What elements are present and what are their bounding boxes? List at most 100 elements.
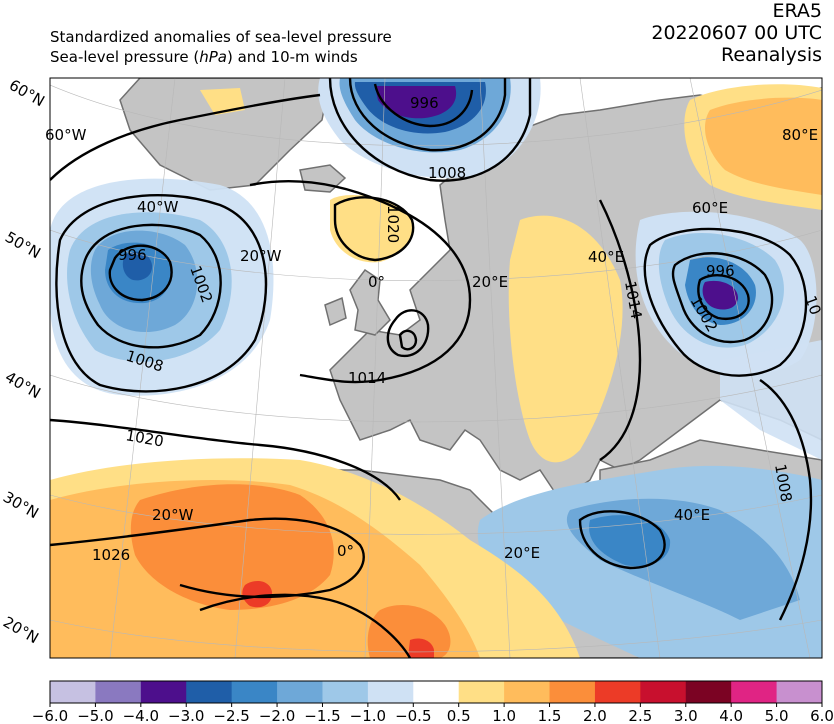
graticule-40w <box>109 78 176 658</box>
lat-label: 50°N <box>2 228 44 262</box>
colorbar-tick-label: −3.0 <box>168 707 204 724</box>
lat-label-group: 60°N 50°N 40°N 30°N 20°N <box>0 76 48 647</box>
isobar-1026-atlantic <box>50 517 365 599</box>
isobar-east-low-outer <box>643 227 808 377</box>
colorbar-swatch <box>458 681 505 703</box>
lon-label-group: 60°W 40°W 20°W 0° 20°E 40°E 60°E 80°E 20… <box>45 126 818 562</box>
lat-label: 30°N <box>0 488 42 522</box>
colorbar-swatch <box>594 681 641 703</box>
isobar-east-low-inner <box>697 274 750 321</box>
isobar-1020-north-sea <box>333 196 415 262</box>
colorbar-swatch <box>640 681 687 703</box>
colorbar-swatch <box>186 681 233 703</box>
colorbar-swatch <box>367 681 414 703</box>
isobar-layer <box>50 78 813 658</box>
colorbar-ticks: −6.0 −5.0 −4.0 −3.0 −2.5 −2.0 −1.5 −1.0 −0.5 0.5 1… <box>32 703 834 724</box>
isobar-1014-uk-inner <box>398 329 418 351</box>
colorbar-swatch <box>776 681 823 703</box>
isobar-med-low <box>578 510 666 570</box>
isobar-1014-band <box>249 180 472 384</box>
graticule-30n <box>50 494 822 535</box>
lon-label: 0° <box>368 273 385 291</box>
colorbar-tick-label: −5.0 <box>77 707 113 724</box>
colorbar-tick-label: −4.0 <box>123 707 159 724</box>
isobar-1014-uk <box>386 309 430 358</box>
isobar-north-low-inner <box>373 83 474 128</box>
map-frame-border <box>49 77 823 659</box>
anomaly-pos-subtropics-3 <box>130 484 334 610</box>
lon-label: 20°E <box>504 544 540 562</box>
colorbar-tick-label: −1.0 <box>350 707 386 724</box>
lon-label: 20°W <box>240 247 282 265</box>
lat-label: 20°N <box>0 613 42 647</box>
lat-label: 60°N <box>6 76 48 110</box>
ireland-land <box>324 296 347 327</box>
lon-label: 40°E <box>588 248 624 266</box>
colorbar-swatch <box>322 681 369 703</box>
colorbar-tick-label: −1.5 <box>304 707 340 724</box>
anomaly-neg-north-low-core <box>375 86 457 119</box>
lon-label: 60°E <box>692 199 728 217</box>
colorbar-swatch <box>413 681 460 703</box>
colorbar-tick-label: −2.0 <box>259 707 295 724</box>
colorbar-tick-label: 3.0 <box>674 707 698 724</box>
isobar-label: 996 <box>118 246 147 264</box>
uk-land <box>349 268 391 336</box>
colorbar-tick-label: 5.0 <box>765 707 789 724</box>
graticule-40e <box>579 78 661 658</box>
map-layers <box>50 78 822 658</box>
colorbar-tick-label: 6.0 <box>810 707 834 724</box>
product-label: Reanalysis <box>721 44 822 66</box>
lon-label: 20°E <box>472 273 508 291</box>
colorbar-swatch <box>231 681 278 703</box>
graticule-0 <box>364 78 386 658</box>
colorbar-tick-label: 1.5 <box>538 707 562 724</box>
isobar-west-low-outer <box>55 194 268 393</box>
colorbar-tick-label: 1.0 <box>492 707 516 724</box>
colorbar-swatch <box>50 681 96 703</box>
colorbar-tick-label: 0.5 <box>447 707 471 724</box>
isobar-label: 1014 <box>348 369 386 387</box>
lat-label: 40°N <box>2 368 44 402</box>
colorbar-swatch <box>95 681 142 703</box>
isobar-east-low-mid <box>671 252 774 344</box>
isobar-label: 10 <box>801 293 824 317</box>
anomaly-pos-east-europe <box>508 215 623 463</box>
colorbar-swatch <box>549 681 596 703</box>
isobar-1008-east <box>759 379 813 621</box>
lon-label: 40°E <box>674 506 710 524</box>
anomaly-pos-core-red <box>242 580 273 608</box>
map-subtitle-anomalies: Standardized anomalies of sea-level pres… <box>50 28 392 46</box>
colorbar <box>49 680 823 704</box>
anomaly-pos-north-sea <box>330 195 414 263</box>
colorbar-swatch <box>504 681 551 703</box>
colorbar-tick-label: 2.0 <box>583 707 607 724</box>
colorbar-swatch <box>731 681 778 703</box>
anomaly-neg-med-3 <box>589 515 671 567</box>
graticule-60n <box>50 84 822 146</box>
graticule-60e <box>689 78 811 658</box>
lon-label: 20°W <box>152 506 194 524</box>
isobar-nw-arc <box>50 93 321 181</box>
graticule-20e <box>479 78 511 658</box>
isobar-1014-east <box>598 199 642 461</box>
isobar-north-low-mid <box>348 78 507 152</box>
lon-label: 80°E <box>782 126 818 144</box>
isobar-1020-atlantic <box>50 418 401 501</box>
isobar-1026-africa <box>199 593 412 658</box>
colorbar-tick-label: 4.0 <box>719 707 743 724</box>
map-subtitle-pressure: Sea-level pressure (hPa) and 10-m winds <box>50 48 358 66</box>
colorbar-border <box>49 680 823 704</box>
colorbar-swatch <box>277 681 323 703</box>
colorbar-swatch <box>140 681 187 703</box>
anomaly-neg-east-low-core <box>702 280 738 310</box>
colorbar-tick-label: −0.5 <box>395 707 431 724</box>
anomaly-pos-greenland <box>200 88 245 115</box>
isobar-west-low-inner <box>108 244 173 302</box>
anomaly-pos-northeast-2 <box>705 97 822 195</box>
colorbar-tick-label: −6.0 <box>32 707 68 724</box>
anomaly-pos-core-red-2 <box>408 638 434 658</box>
graticule-20w <box>234 78 286 658</box>
lon-label: 60°W <box>45 126 87 144</box>
